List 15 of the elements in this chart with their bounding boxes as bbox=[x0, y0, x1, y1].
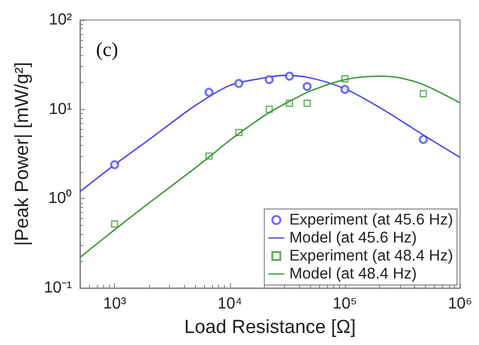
annotation: (c) bbox=[96, 39, 118, 61]
legend-label: Model (at 45.6 Hz) bbox=[289, 230, 417, 246]
y-tick-label: 10⁻¹ bbox=[44, 280, 72, 296]
legend-label: Experiment (at 45.6 Hz) bbox=[289, 212, 454, 228]
x-tick-label: 10⁴ bbox=[217, 296, 242, 312]
y-tick-label: 10² bbox=[48, 12, 73, 28]
y-axis-title: |Peak Power| [mW/g²] bbox=[12, 62, 33, 246]
x-tick-label: 10⁵ bbox=[332, 296, 358, 312]
y-tick-label: 10⁰ bbox=[48, 189, 72, 208]
legend-label: Model (at 48.4 Hz) bbox=[289, 266, 417, 282]
x-tick-label: 10⁶ bbox=[448, 296, 472, 312]
x-axis-title: Load Resistance [Ω] bbox=[184, 317, 356, 338]
legend-label: Experiment (at 48.4 Hz) bbox=[289, 248, 454, 264]
y-tick-label: 10¹ bbox=[48, 100, 72, 118]
x-tick-label: 10³ bbox=[103, 296, 127, 312]
